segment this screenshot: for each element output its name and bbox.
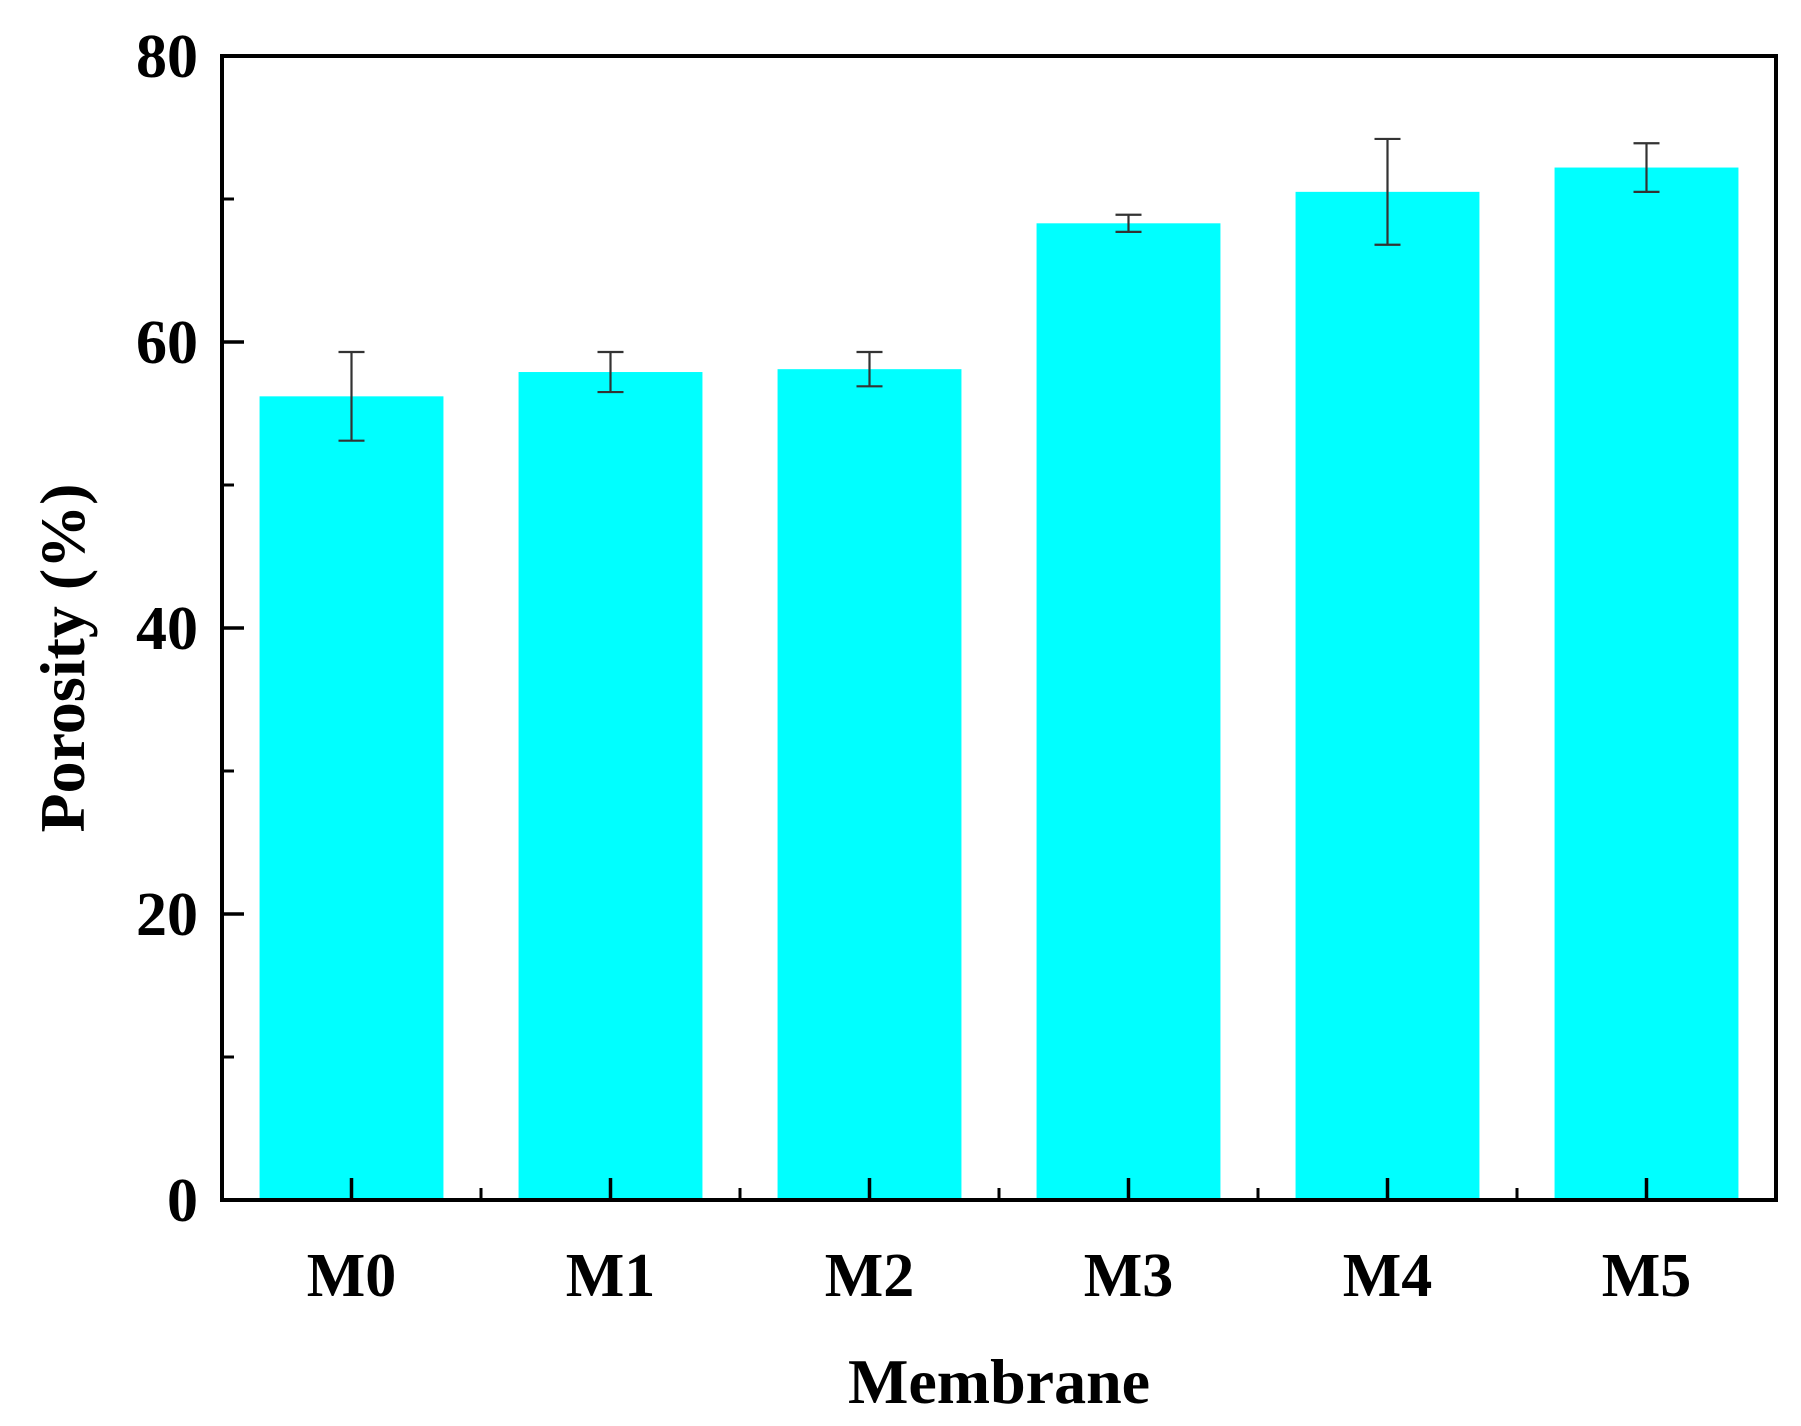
error-bar-m5 — [1633, 142, 1660, 193]
y-tick-label: 80 — [136, 23, 198, 91]
y-tick-label: 40 — [136, 595, 198, 663]
axes-layer — [220, 54, 1778, 1202]
x-tick-label-m5: M5 — [1602, 1242, 1692, 1310]
labels-layer: 0 20 40 60 80 M0 M1 M2 M3 M4 M5 Membrane Porosity (%… — [27, 23, 1691, 1417]
plot-frame — [220, 54, 1778, 1202]
x-tick-label-m0: M0 — [307, 1242, 397, 1310]
bar-m1 — [518, 372, 703, 1200]
error-bars-layer — [338, 137, 1660, 442]
y-tick-label: 20 — [136, 881, 198, 949]
bar-m4 — [1295, 191, 1480, 1201]
bar-m5 — [1554, 167, 1739, 1200]
x-tick-label-m4: M4 — [1343, 1242, 1433, 1310]
bar-m3 — [1036, 223, 1221, 1200]
y-tick-label: 0 — [167, 1167, 198, 1235]
bar-m0 — [259, 396, 444, 1201]
error-bar-m2 — [856, 350, 883, 388]
bar-m2 — [777, 369, 962, 1200]
error-bar-m4 — [1374, 137, 1401, 246]
bars-layer — [259, 167, 1739, 1201]
error-bar-m1 — [597, 350, 624, 394]
y-tick-label: 60 — [136, 309, 198, 377]
x-tick-label-m3: M3 — [1084, 1242, 1174, 1310]
x-tick-label-m2: M2 — [825, 1242, 915, 1310]
x-tick-label-m1: M1 — [566, 1242, 656, 1310]
x-axis-title: Membrane — [848, 1346, 1150, 1417]
error-bar-m0 — [338, 350, 365, 442]
error-bar-m3 — [1115, 213, 1142, 233]
y-axis-title: Porosity (%) — [27, 484, 98, 833]
